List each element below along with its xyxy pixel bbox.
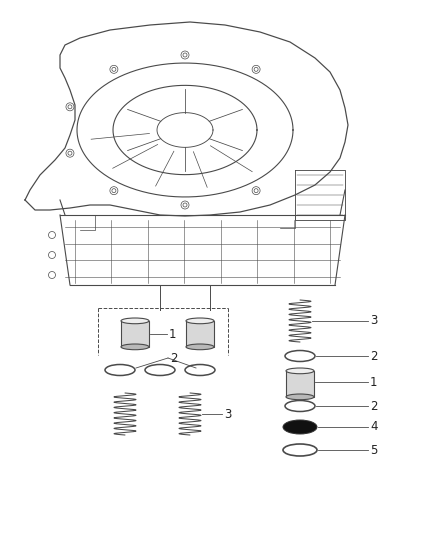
Bar <box>121 321 149 347</box>
Text: 3: 3 <box>370 314 378 327</box>
Ellipse shape <box>283 420 317 434</box>
Text: 2: 2 <box>170 351 177 365</box>
Ellipse shape <box>186 318 214 324</box>
Bar <box>286 371 314 397</box>
Ellipse shape <box>186 344 214 350</box>
Text: 5: 5 <box>370 443 378 456</box>
Ellipse shape <box>121 344 149 350</box>
Text: 2: 2 <box>370 350 378 362</box>
Text: 3: 3 <box>224 408 231 421</box>
Ellipse shape <box>286 394 314 400</box>
Text: 1: 1 <box>370 376 378 389</box>
Text: 1: 1 <box>169 327 177 341</box>
Bar <box>186 321 214 347</box>
Text: 4: 4 <box>370 421 378 433</box>
Ellipse shape <box>121 318 149 324</box>
Ellipse shape <box>286 368 314 374</box>
Text: 2: 2 <box>370 400 378 413</box>
